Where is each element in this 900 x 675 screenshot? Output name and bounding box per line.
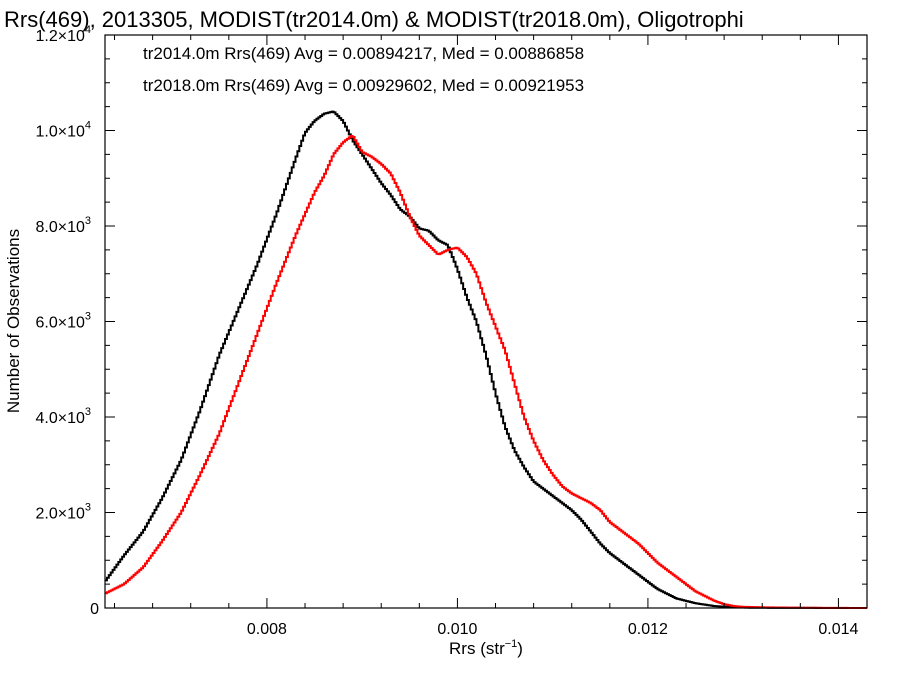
x-tick-label: 0.010 bbox=[437, 621, 477, 638]
x-axis-label-superscript: −1 bbox=[505, 638, 518, 650]
x-tick-label: 0.014 bbox=[818, 621, 858, 638]
x-axis-label: Rrs (str−1) bbox=[449, 638, 523, 658]
legend-entry-tr2014: tr2014.0m Rrs(469) Avg = 0.00894217, Med… bbox=[143, 44, 584, 63]
x-tick-label: 0.008 bbox=[247, 621, 287, 638]
series-layer bbox=[105, 110, 867, 609]
tick-layer: 0.008 0.010 0.012 0.014 0 2.0×103 4.0×103 6.0×1… bbox=[35, 24, 867, 638]
y-tick-label: 1.0×104 bbox=[35, 120, 91, 141]
series-line-tr2014 bbox=[105, 110, 867, 609]
y-axis-label: Number of Observations bbox=[4, 229, 23, 413]
chart-title: Rrs(469), 2013305, MODIST(tr2014.0m) & M… bbox=[4, 7, 744, 32]
series-line-tr2018 bbox=[105, 134, 867, 609]
x-axis-label-end: ) bbox=[517, 639, 523, 658]
x-axis-label-main: Rrs (str bbox=[449, 639, 505, 658]
y-tick-label: 1.2×104 bbox=[35, 24, 91, 45]
legend: tr2014.0m Rrs(469) Avg = 0.00894217, Med… bbox=[143, 44, 584, 95]
y-tick-label: 2.0×103 bbox=[35, 502, 91, 523]
y-tick-label: 0 bbox=[90, 601, 99, 618]
plot-frame bbox=[104, 34, 868, 609]
y-tick-label: 4.0×103 bbox=[35, 406, 91, 427]
x-tick-label: 0.012 bbox=[628, 621, 668, 638]
y-tick-label: 6.0×103 bbox=[35, 311, 91, 332]
y-tick-label: 8.0×103 bbox=[35, 215, 91, 236]
legend-entry-tr2018: tr2018.0m Rrs(469) Avg = 0.00929602, Med… bbox=[143, 76, 584, 95]
